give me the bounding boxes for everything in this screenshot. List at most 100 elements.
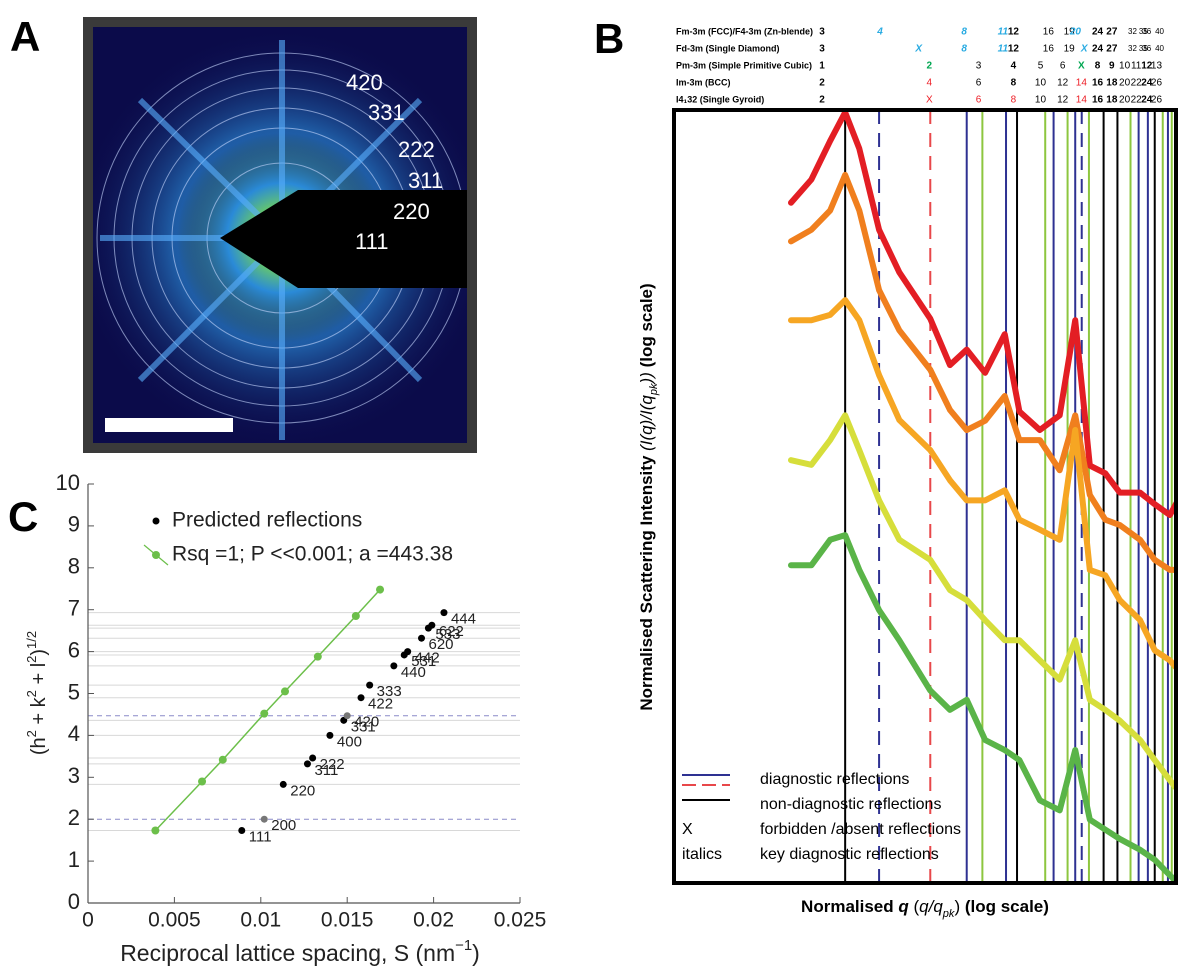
table-cell: 16 (1043, 27, 1055, 38)
legend-label: non-diagnostic reflections (760, 796, 941, 813)
table-cell: 40 (1155, 27, 1164, 36)
y-axis-label-part: 2 (24, 730, 39, 737)
table-cell: 20 (1119, 95, 1131, 106)
fit-point (376, 585, 385, 594)
intensity-curve (787, 412, 1176, 793)
y-axis-label-part: 1/2 (24, 631, 39, 649)
plot-area (787, 112, 1176, 881)
x-axis-label-part: (log scale) (960, 897, 1049, 916)
point-label: 422 (368, 696, 393, 713)
ring-label: 331 (368, 100, 405, 125)
table-cell: 5 (1038, 61, 1044, 72)
table-cell: 12 (1141, 61, 1153, 72)
y-tick-label: 8 (68, 554, 80, 579)
table-cell: 3 (819, 44, 825, 55)
x-axis-label-part: q/q (919, 897, 943, 916)
y-axis-label-part: 2 (24, 690, 39, 697)
table-cell: 14 (1076, 95, 1088, 106)
point-label: 444 (451, 611, 476, 628)
point-label: 622 (439, 623, 464, 640)
legend-label: Rsq =1; P <<0.001; a =443.38 (172, 543, 453, 566)
row-name: Im-3m (BCC) (676, 77, 731, 87)
legend-label: key diagnostic reflections (760, 846, 939, 863)
y-axis-label-part: 2 (24, 656, 39, 663)
diffraction-image (83, 17, 477, 453)
table-cell: 2 (927, 61, 933, 72)
table-cell: X (914, 44, 923, 55)
table-cell: 24 (1092, 44, 1104, 55)
predicted-point (279, 780, 287, 788)
fit-point (280, 687, 289, 696)
table-cell: 19 (1064, 27, 1076, 38)
y-tick-label: 6 (68, 637, 80, 662)
table-cell: 10 (1035, 95, 1047, 106)
point-label: 311 (314, 762, 338, 779)
point-label: 533 (435, 626, 460, 643)
x-tick-label: 0.01 (240, 909, 281, 932)
legend-marker (152, 517, 160, 525)
table-cell: 6 (976, 78, 982, 89)
ring-label: 420 (346, 70, 383, 95)
table-cell: 27 (1106, 27, 1118, 38)
y-tick-label: 4 (68, 721, 80, 746)
y-axis-label: Normalised Scattering Intensity (I(q)/I(… (637, 283, 659, 710)
table-cell: 9 (1109, 61, 1115, 72)
predicted-point (366, 681, 374, 689)
table-cell: 4 (1011, 61, 1017, 72)
x-axis-label: Reciprocal lattice spacing, S (nm−1) (120, 937, 480, 966)
plot-frame (672, 108, 1178, 885)
x-axis-label-part: ) (954, 897, 960, 916)
ring-label: 111 (355, 229, 388, 254)
point-label: 400 (337, 733, 362, 750)
table-cell: 32 (1128, 27, 1137, 36)
y-axis-label-part: Normalised Scattering Intensity (637, 451, 656, 711)
fit-point (260, 709, 269, 718)
table-cell: 1 (819, 61, 825, 72)
y-axis-label-part: (I(q)/I(q (637, 395, 656, 451)
table-cell: 36 (1142, 27, 1151, 36)
fit-point (218, 755, 227, 764)
predicted-point (309, 754, 317, 762)
x-axis-label-part: q (898, 897, 909, 916)
predicted-point (326, 731, 334, 739)
table-cell: 4 (876, 27, 883, 38)
point-label: 331 (351, 718, 376, 735)
table-cell: 3 (819, 27, 825, 38)
row-name: I4₁32 (Single Gyroid) (676, 94, 764, 104)
ring-label: 222 (398, 137, 435, 162)
intensity-curve (787, 532, 1176, 881)
predicted-point (440, 609, 448, 617)
x-tick-label: 0 (82, 909, 94, 932)
table-cell: 8 (1095, 61, 1101, 72)
panel-label: B (594, 15, 624, 62)
y-axis-label-part: )) (637, 372, 656, 385)
table-cell: 26 (1151, 78, 1163, 89)
fit-point (198, 777, 207, 786)
y-tick-label: 2 (68, 805, 80, 830)
table-cell: 6 (1060, 61, 1066, 72)
y-axis-label-part: ) (28, 649, 50, 656)
fit-point (151, 826, 160, 835)
y-tick-label: 7 (68, 596, 80, 621)
table-cell: 11 (998, 44, 1009, 55)
table-cell: 2 (819, 78, 825, 89)
point-label: 200 (271, 817, 296, 834)
table-cell: 24 (1092, 27, 1104, 38)
table-cell: 2 (819, 95, 825, 106)
table-cell: 18 (1106, 78, 1118, 89)
table-cell: X (926, 95, 933, 106)
predicted-point (343, 712, 351, 720)
table-cell: 26 (1151, 95, 1163, 106)
y-tick-label: 5 (68, 679, 80, 704)
point-label: 442 (415, 650, 440, 667)
point-label: 440 (401, 664, 426, 681)
intensity-curve (787, 171, 1176, 573)
y-axis-label-part: + k (28, 696, 50, 730)
table-cell: 20 (1119, 78, 1131, 89)
point-label: 220 (290, 782, 315, 799)
ring-label: 220 (393, 199, 430, 224)
y-axis-label-part: (log scale) (637, 283, 656, 372)
point-label: 420 (354, 714, 379, 731)
table-cell: 32 (1128, 44, 1137, 53)
point-label: 620 (429, 636, 454, 653)
